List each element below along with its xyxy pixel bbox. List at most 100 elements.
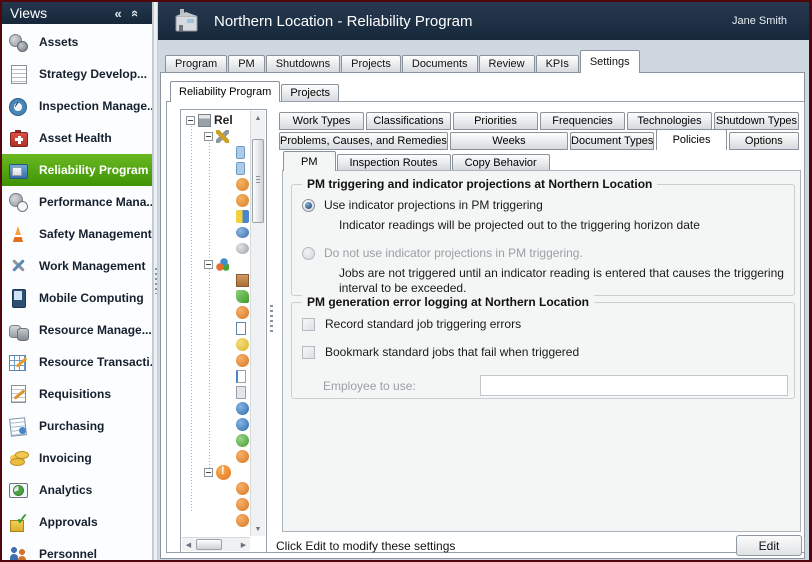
settings-tab[interactable]: Reliability Program <box>170 81 281 102</box>
reliability-program-panel: Rel <box>166 101 805 556</box>
tree-node[interactable] <box>181 368 266 384</box>
tree-hscroll-thumb[interactable] <box>196 539 222 550</box>
main-tab[interactable]: Program <box>165 55 228 72</box>
tree-node[interactable] <box>181 240 266 256</box>
tree-expander-icon[interactable] <box>204 467 213 477</box>
category-tab[interactable]: Policies <box>656 129 727 150</box>
sidebar-splitter[interactable] <box>153 2 158 560</box>
main-tab[interactable]: Settings <box>579 50 640 73</box>
sidebar-item[interactable]: Invoicing <box>2 442 152 474</box>
sidebar-item-icon <box>7 63 29 85</box>
radio-button[interactable] <box>302 199 315 212</box>
sidebar-item[interactable]: Approvals <box>2 506 152 538</box>
sidebar-item[interactable]: Purchasing <box>2 410 152 442</box>
category-tab[interactable]: Weeks <box>449 132 569 150</box>
sidebar-item[interactable]: Safety Management <box>2 218 152 250</box>
sidebar-item-icon <box>7 255 29 277</box>
tree-node[interactable] <box>181 192 266 208</box>
tree-node[interactable] <box>181 352 266 368</box>
sidebar-item[interactable]: Performance Mana... <box>2 186 152 218</box>
checkbox[interactable] <box>302 317 315 331</box>
sidebar-item[interactable]: Strategy Develop... <box>2 58 152 90</box>
policies-tab[interactable]: Inspection Routes <box>336 154 451 170</box>
category-tab[interactable]: Document Types <box>570 132 655 150</box>
tree-vertical-scrollbar[interactable]: ▲ ▼ <box>250 111 265 536</box>
sidebar-item[interactable]: Asset Health <box>2 122 152 154</box>
sidebar-item[interactable]: Resource Manage... <box>2 314 152 346</box>
tree-splitter[interactable] <box>270 305 273 333</box>
tree-node[interactable] <box>181 288 266 304</box>
tree-vscroll-thumb[interactable] <box>252 139 264 223</box>
employee-input[interactable] <box>480 375 788 396</box>
category-tab[interactable]: Frequencies <box>540 112 625 130</box>
sidebar-item[interactable]: Work Management <box>2 250 152 282</box>
settings-tab-label: Reliability Program <box>179 86 272 98</box>
tree-node[interactable] <box>181 144 266 160</box>
tree-node[interactable] <box>181 464 266 480</box>
scroll-left-icon[interactable]: ◀ <box>185 541 192 549</box>
tree-node[interactable] <box>181 224 266 240</box>
radio-option-row: Do not use indicator projections in PM t… <box>302 246 784 296</box>
pm-triggering-group: PM triggering and indicator projections … <box>291 177 795 296</box>
settings-tab[interactable]: Projects <box>281 84 340 101</box>
tree-node[interactable] <box>181 128 266 144</box>
sidebar-item[interactable]: Analytics <box>2 474 152 506</box>
tree-node[interactable] <box>181 416 266 432</box>
main-tab[interactable]: PM <box>228 55 265 72</box>
tree-node[interactable] <box>181 208 266 224</box>
category-tab-label: Technologies <box>637 115 702 127</box>
category-tab[interactable]: Options <box>728 132 800 150</box>
tree-node-icon <box>236 353 249 367</box>
tree-node[interactable]: Rel <box>181 112 266 128</box>
tree-node[interactable] <box>181 432 266 448</box>
main-tab[interactable]: Review <box>478 55 535 72</box>
tree-node[interactable] <box>181 320 266 336</box>
category-tab[interactable]: Priorities <box>453 112 538 130</box>
policies-tab[interactable]: PM <box>283 151 336 171</box>
sidebar-item[interactable]: Inspection Manage... <box>2 90 152 122</box>
main-tab[interactable]: Shutdowns <box>265 55 341 72</box>
tree-node[interactable] <box>181 400 266 416</box>
sidebar-item[interactable]: Reliability Program <box>2 154 152 186</box>
tree-node[interactable] <box>181 384 266 400</box>
tree-node[interactable] <box>181 336 266 352</box>
category-tab[interactable]: Problems, Causes, and Remedies <box>279 132 448 150</box>
scroll-down-icon[interactable]: ▼ <box>254 525 262 533</box>
tree-node[interactable] <box>181 160 266 176</box>
tree-node[interactable] <box>181 304 266 320</box>
tree-node[interactable] <box>181 448 266 464</box>
sidebar-item[interactable]: Assets <box>2 26 152 58</box>
tree-node[interactable] <box>181 256 266 272</box>
sidebar-item-icon <box>7 95 29 117</box>
tree-horizontal-scrollbar[interactable]: ◀ ▶ <box>182 537 250 551</box>
sidebar-item-label: Inspection Manage... <box>39 99 153 113</box>
edit-button[interactable]: Edit <box>736 535 802 556</box>
scroll-up-icon[interactable]: ▲ <box>254 114 262 122</box>
radio-button[interactable] <box>302 247 315 260</box>
tree-expander-icon[interactable] <box>204 131 213 141</box>
tree-node[interactable] <box>181 272 266 288</box>
sidebar-item-label: Requisitions <box>39 387 112 401</box>
tree-node[interactable] <box>181 496 266 512</box>
tree-expander-icon[interactable] <box>204 259 213 269</box>
scroll-right-icon[interactable]: ▶ <box>240 541 247 549</box>
category-tab[interactable]: Technologies <box>627 112 712 130</box>
tree-node[interactable] <box>181 480 266 496</box>
main-tab[interactable]: Documents <box>401 55 478 72</box>
collapse-all-icon[interactable]: « <box>127 9 143 17</box>
tree-expander-icon[interactable] <box>186 115 195 125</box>
sidebar-item[interactable]: Requisitions <box>2 378 152 410</box>
category-tab[interactable]: Classifications <box>366 112 451 130</box>
checkbox[interactable] <box>302 345 315 359</box>
category-tab[interactable]: Work Types <box>279 112 364 130</box>
sidebar-item[interactable]: Mobile Computing <box>2 282 152 314</box>
category-tab[interactable]: Shutdown Types <box>714 112 799 130</box>
sidebar-item[interactable]: Personnel <box>2 538 152 560</box>
sidebar-item[interactable]: Resource Transacti... <box>2 346 152 378</box>
collapse-sidebar-icon[interactable]: « <box>114 5 122 21</box>
main-tab[interactable]: Projects <box>341 55 401 72</box>
policies-tab[interactable]: Copy Behavior <box>451 154 550 170</box>
tree-node[interactable] <box>181 512 266 528</box>
tree-node[interactable] <box>181 176 266 192</box>
main-tab[interactable]: KPIs <box>535 55 579 72</box>
